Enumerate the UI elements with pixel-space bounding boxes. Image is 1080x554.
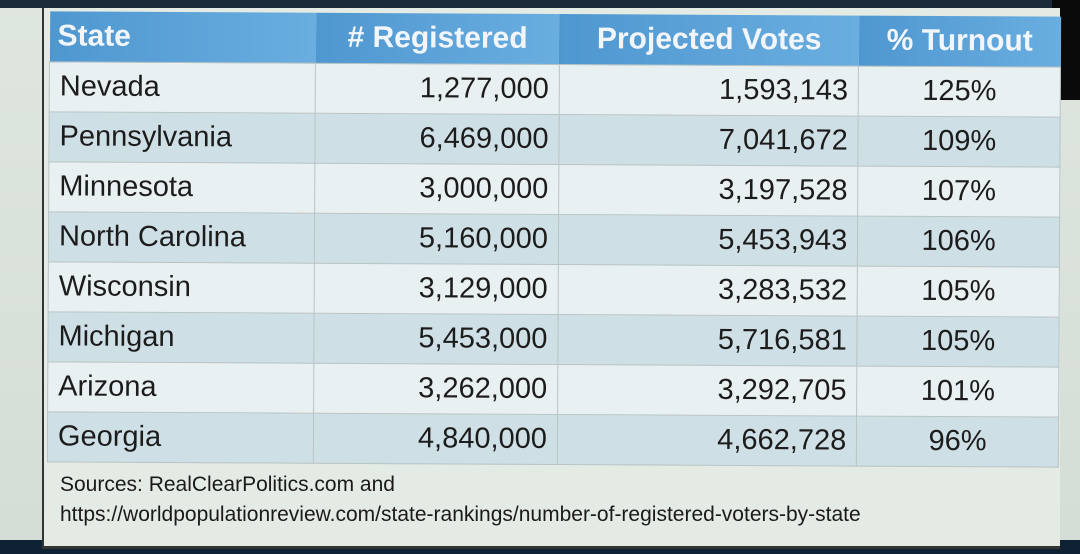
table-row: Georgia 4,840,000 4,662,728 96% — [47, 411, 1059, 468]
table-row: North Carolina 5,160,000 5,453,943 106% — [48, 211, 1060, 268]
cell-state: Georgia — [47, 411, 314, 464]
cell-state: Minnesota — [48, 161, 315, 214]
sources-link: https://worldpopulationreview.com/state-… — [60, 503, 861, 526]
cell-turnout: 96% — [856, 416, 1059, 468]
cell-registered: 5,453,000 — [313, 313, 559, 365]
cell-projected: 5,716,581 — [557, 314, 858, 367]
cell-state: Arizona — [47, 361, 314, 414]
cell-turnout: 109% — [858, 116, 1061, 168]
sources-note: Sources: RealClearPolitics.com and https… — [60, 470, 861, 530]
cell-turnout: 107% — [857, 166, 1060, 218]
cell-registered: 6,469,000 — [314, 113, 560, 165]
table-row: Nevada 1,277,000 1,593,143 125% — [49, 61, 1061, 118]
sources-line-1: Sources: RealClearPolitics.com and — [60, 473, 395, 496]
table-row: Michigan 5,453,000 5,716,581 105% — [47, 311, 1060, 368]
screen-top-edge — [0, 0, 1080, 8]
header-turnout: % Turnout — [858, 15, 1061, 68]
cell-projected: 4,662,728 — [557, 414, 857, 467]
cell-registered: 3,262,000 — [313, 363, 558, 415]
cell-turnout: 125% — [858, 66, 1061, 118]
cell-registered: 3,129,000 — [314, 263, 559, 315]
cell-projected: 3,197,528 — [558, 164, 859, 217]
turnout-table: State # Registered Projected Votes % Tur… — [47, 11, 1061, 468]
cell-state: North Carolina — [48, 211, 315, 264]
cell-turnout: 105% — [857, 316, 1060, 368]
cell-state: Pennsylvania — [48, 111, 316, 164]
cell-state: Nevada — [49, 61, 316, 114]
table-row: Arizona 3,262,000 3,292,705 101% — [47, 361, 1059, 418]
header-registered: # Registered — [315, 12, 560, 65]
cell-projected: 5,453,943 — [558, 214, 858, 267]
header-projected: Projected Votes — [559, 14, 859, 67]
cell-turnout: 105% — [857, 266, 1060, 318]
cell-turnout: 101% — [856, 366, 1059, 418]
cell-registered: 1,277,000 — [315, 63, 560, 115]
header-row: State # Registered Projected Votes % Tur… — [49, 11, 1061, 68]
cell-state: Wisconsin — [48, 261, 315, 314]
table-row: Wisconsin 3,129,000 3,283,532 105% — [48, 261, 1060, 318]
cell-registered: 4,840,000 — [313, 413, 558, 465]
table-row: Minnesota 3,000,000 3,197,528 107% — [48, 161, 1060, 218]
header-state: State — [49, 11, 316, 64]
cell-state: Michigan — [47, 311, 315, 364]
cell-projected: 7,041,672 — [558, 114, 859, 167]
cell-registered: 3,000,000 — [314, 163, 559, 215]
cell-projected: 3,283,532 — [558, 264, 858, 317]
cell-projected: 3,292,705 — [557, 364, 858, 417]
cell-turnout: 106% — [857, 216, 1060, 268]
table-row: Pennsylvania 6,469,000 7,041,672 109% — [48, 111, 1061, 168]
cell-projected: 1,593,143 — [559, 64, 859, 117]
cell-registered: 5,160,000 — [314, 213, 559, 265]
